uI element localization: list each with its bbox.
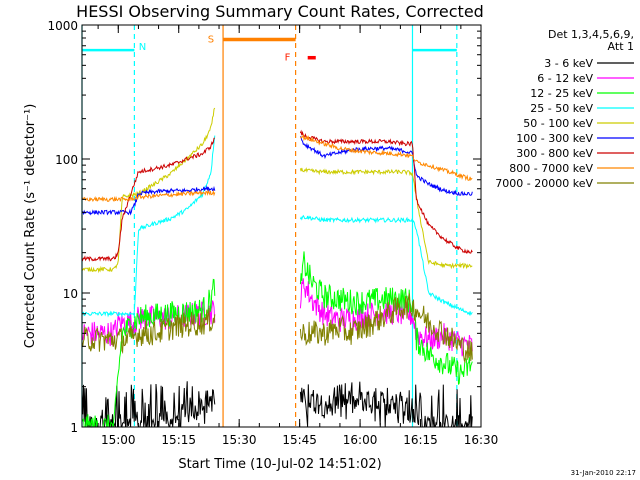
legend-entry-2: 12 - 25 keV (530, 87, 593, 100)
footer-timestamp: 31-Jan-2010 22:17 (571, 469, 636, 477)
legend-entry-0: 3 - 6 keV (544, 57, 593, 70)
legend-entry-4: 50 - 100 keV (523, 117, 593, 130)
annotation-s: S (208, 35, 214, 46)
series-line-3 (81, 135, 473, 318)
series-line-7 (81, 133, 473, 202)
legend: Det 1,3,4,5,6,9,Att 1 3 - 6 keV 6 - 12 keV… (495, 28, 634, 190)
x-tick-label-3: 15:45 (282, 433, 317, 447)
legend-entry-3: 25 - 50 keV (530, 102, 593, 115)
y-axis-label: Corrected Count Rate (s⁻¹ detector⁻¹) (23, 104, 38, 349)
series-line-6 (81, 129, 473, 263)
x-tick-label-0: 15:00 (101, 433, 136, 447)
annotation-n: N (139, 42, 146, 53)
legend-header-0: Det 1,3,4,5,6,9, (548, 28, 634, 41)
x-tick-label-4: 16:00 (343, 433, 378, 447)
legend-entry-5: 100 - 300 keV (516, 132, 593, 145)
y-tick-label-0: 1 (70, 421, 78, 435)
x-axis-label: Start Time (10-Jul-02 14:51:02) (178, 457, 381, 472)
legend-entry-1: 6 - 12 keV (537, 72, 593, 85)
series-line-4 (81, 107, 473, 274)
legend-header-1: Att 1 (608, 40, 634, 53)
annotation-f: F (285, 53, 291, 64)
x-tick-label-2: 15:30 (222, 433, 257, 447)
x-tick-label-5: 16:15 (403, 433, 438, 447)
y-tick-label-3: 1000 (47, 19, 78, 33)
series-line-2 (81, 251, 473, 428)
series-line-8 (81, 293, 473, 364)
axes: 15:00 15:15 15:30 15:45 16:00 16:15 16:30 1 10 10… (47, 19, 498, 447)
x-tick-label-1: 15:15 (161, 433, 196, 447)
x-tick-label-6: 16:30 (464, 433, 499, 447)
y-tick-label-2: 100 (55, 153, 78, 167)
legend-entry-6: 300 - 800 keV (516, 147, 593, 160)
plot-frame (81, 24, 482, 428)
chart-title: HESSI Observing Summary Count Rates, Cor… (76, 2, 484, 21)
legend-entry-7: 800 - 7000 keV (509, 162, 593, 175)
y-tick-label-1: 10 (63, 287, 78, 301)
series-line-5 (81, 136, 473, 216)
plot-area: N S F (81, 25, 473, 428)
legend-entry-8: 7000 - 20000 keV (495, 177, 593, 190)
